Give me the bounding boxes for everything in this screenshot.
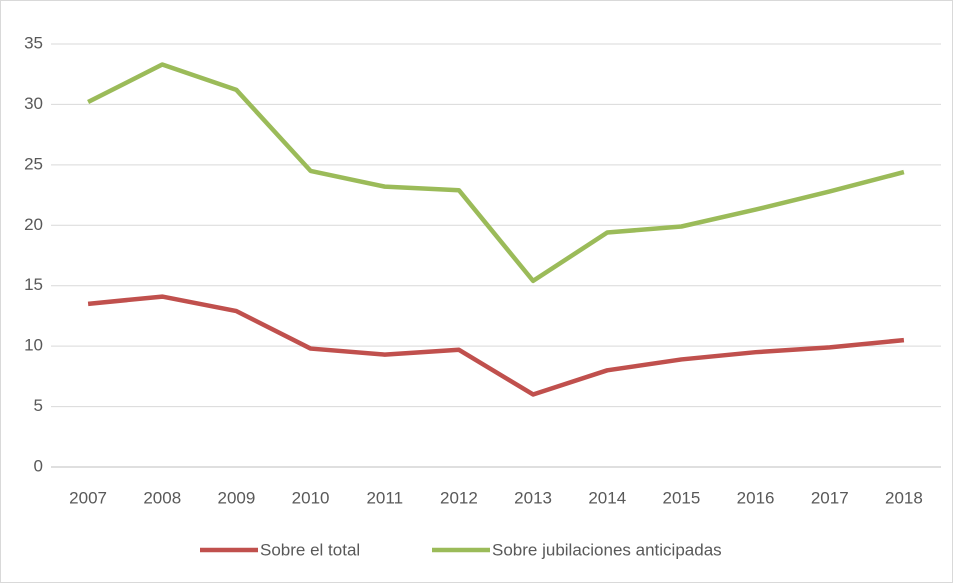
y-tick-label: 35 [24, 33, 43, 52]
x-tick-label: 2016 [737, 488, 775, 507]
x-tick-label: 2015 [663, 488, 701, 507]
x-tick-label: 2011 [366, 488, 403, 507]
line-series [87, 294, 905, 397]
line-series [87, 62, 905, 284]
x-tick-label: 2012 [440, 488, 478, 507]
x-tick-label: 2014 [588, 488, 626, 507]
y-tick-label: 20 [24, 215, 43, 234]
x-tick-label: 2013 [514, 488, 552, 507]
x-tick-label: 2017 [811, 488, 849, 507]
x-tick-label: 2009 [218, 488, 256, 507]
x-tick-label: 2007 [69, 488, 107, 507]
y-tick-label: 15 [24, 275, 43, 294]
y-tick-label: 0 [34, 456, 43, 475]
y-tick-label: 10 [24, 336, 43, 355]
y-tick-label: 25 [24, 154, 43, 173]
x-tick-label: 2008 [143, 488, 181, 507]
x-tick-label: 2010 [292, 488, 330, 507]
y-tick-label: 5 [34, 396, 43, 415]
legend-label: Sobre el total [260, 540, 360, 559]
legend-label: Sobre jubilaciones anticipadas [492, 540, 722, 559]
y-tick-label: 30 [24, 94, 43, 113]
x-tick-label: 2018 [885, 488, 923, 507]
